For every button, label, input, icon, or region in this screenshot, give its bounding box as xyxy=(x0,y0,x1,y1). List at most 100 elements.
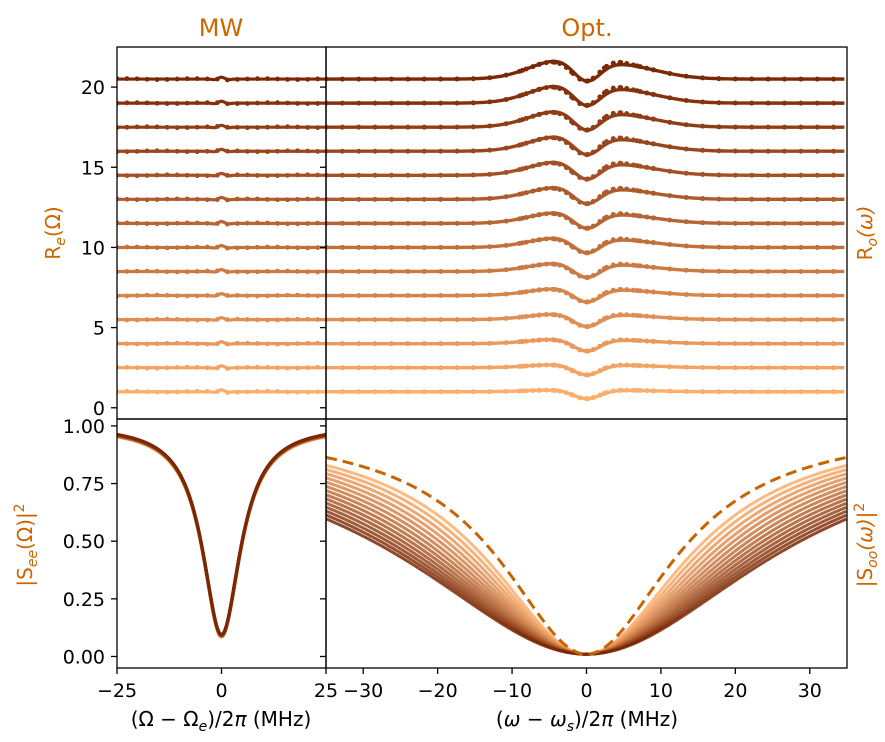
opt-top-point xyxy=(732,244,738,250)
mw-bottom-series-11 xyxy=(117,433,326,637)
mw-top-point xyxy=(204,268,210,274)
mw-top-point xyxy=(144,76,150,82)
mw-top-point xyxy=(315,101,321,106)
mw-top-point xyxy=(154,124,160,130)
mw-top-point xyxy=(265,100,270,106)
opt-top-point xyxy=(831,124,837,130)
opt-top-point xyxy=(550,135,556,141)
mw-top-point xyxy=(214,365,220,371)
opt-top-point xyxy=(732,100,738,106)
opt-top-point xyxy=(530,238,536,244)
opt-top-point xyxy=(530,288,536,294)
opt-top-point xyxy=(563,315,569,321)
opt-top-point xyxy=(630,112,636,118)
opt-top-point xyxy=(543,85,549,91)
mw-top-point xyxy=(315,245,321,251)
mw-top-point xyxy=(295,341,300,347)
mw-top-point xyxy=(265,341,270,347)
opt-top-point xyxy=(749,196,755,202)
mw-top-point xyxy=(194,220,200,226)
mw-top-point xyxy=(214,389,220,394)
opt-top-point xyxy=(550,59,556,65)
opt-top-point xyxy=(749,317,755,323)
opt-top-point xyxy=(584,348,589,354)
mw-top-point xyxy=(275,148,280,154)
mw-top-point xyxy=(124,317,130,323)
opt-top-point xyxy=(683,146,689,152)
mw-top-series-13 xyxy=(117,75,326,82)
opt-top-point xyxy=(716,172,722,178)
mw-top-point xyxy=(245,196,250,202)
opt-top-point xyxy=(530,163,536,169)
opt-top-point xyxy=(487,292,493,298)
opt-top-point xyxy=(716,148,722,154)
mw-top-point xyxy=(134,124,140,130)
opt-top-point xyxy=(438,76,444,82)
ytick-label-top: 0 xyxy=(93,398,105,420)
mw-bottom-series-2 xyxy=(117,434,326,639)
mw-bottom-series-5 xyxy=(117,434,326,638)
opt-top-point xyxy=(604,63,610,69)
mw-top-point xyxy=(184,340,190,346)
opt-top-point xyxy=(487,99,493,105)
opt-top-point xyxy=(577,273,583,279)
opt-top-point xyxy=(356,244,362,250)
opt-top-point xyxy=(604,365,610,371)
mw-top-point xyxy=(214,244,220,250)
opt-top-point xyxy=(683,291,689,297)
opt-top-point xyxy=(454,196,460,202)
opt-top-point xyxy=(637,138,643,144)
opt-top-point xyxy=(388,148,394,154)
mw-top-point xyxy=(275,124,280,130)
opt-top-point xyxy=(597,69,603,75)
mw-top-point xyxy=(154,172,160,178)
mw-top-point xyxy=(224,317,230,322)
opt-top-point xyxy=(557,338,563,344)
opt-top-point xyxy=(470,148,476,154)
opt-top-point xyxy=(517,339,523,345)
mw-top-point xyxy=(154,197,160,202)
opt-top-point xyxy=(831,100,837,106)
mw-top-point xyxy=(164,172,170,178)
opt-top-point xyxy=(624,387,630,393)
opt-top-point xyxy=(590,174,596,180)
opt-top-point xyxy=(438,196,444,202)
opt-top-point xyxy=(405,76,411,82)
mw-top-series-2 xyxy=(117,340,326,346)
opt-top-point xyxy=(563,240,569,246)
mw-top-point xyxy=(144,173,150,178)
opt-top-point xyxy=(530,88,536,94)
mw-top-point xyxy=(194,293,200,299)
opt-top-point xyxy=(637,363,643,369)
opt-top-point xyxy=(781,341,787,347)
mw-top-point xyxy=(255,389,260,394)
opt-top-point xyxy=(765,196,771,202)
mw-top-point xyxy=(315,172,321,178)
opt-top-point xyxy=(438,293,444,299)
mw-top-point xyxy=(164,101,170,106)
mw-top-point xyxy=(194,173,200,179)
opt-top-point xyxy=(550,185,556,191)
opt-top-point xyxy=(814,317,820,323)
mw-top-point xyxy=(255,149,260,155)
opt-top-point xyxy=(630,162,636,168)
mw-top-point xyxy=(164,292,170,298)
opt-top-point xyxy=(517,290,523,296)
opt-top-point xyxy=(523,190,529,196)
opt-top-point xyxy=(814,172,820,178)
mw-top-point xyxy=(134,244,140,250)
opt-top-point xyxy=(749,268,755,274)
opt-top-point xyxy=(683,219,689,225)
mw-top-point xyxy=(134,388,140,394)
opt-top-point xyxy=(814,220,820,226)
mw-top-point xyxy=(255,293,260,299)
mw-top-point xyxy=(154,245,160,251)
opt-top-point xyxy=(454,220,460,226)
mw-top-point xyxy=(204,317,210,323)
opt-top-point xyxy=(765,172,771,178)
mw-top-point xyxy=(174,389,180,395)
mw-top-point xyxy=(234,245,240,251)
opt-top-point xyxy=(590,149,596,155)
mw-top-point xyxy=(184,244,190,250)
xtick-label-opt: −20 xyxy=(418,680,458,702)
